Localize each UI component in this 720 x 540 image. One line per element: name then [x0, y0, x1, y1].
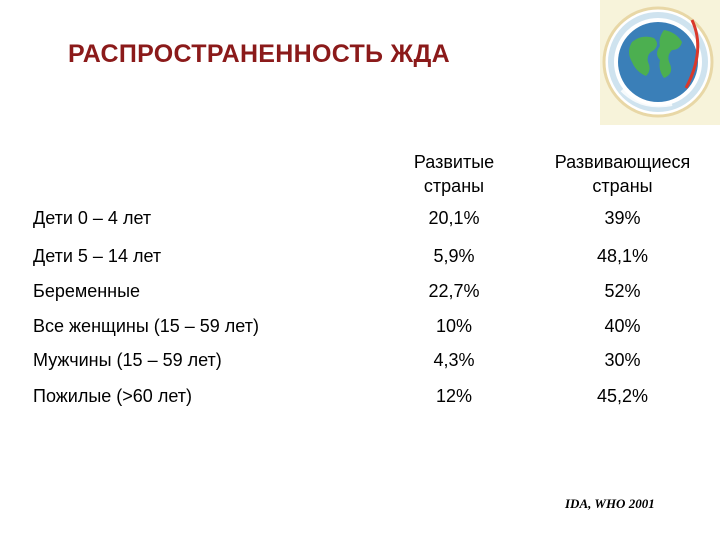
cell-developed: 4,3% — [433, 350, 475, 370]
header-developed: Развитые страны — [390, 150, 518, 198]
cell-developed: 22,7% — [428, 281, 480, 301]
row-label: Дети 5 – 14 лет — [33, 246, 162, 266]
header-developed-line2: страны — [423, 176, 485, 196]
header-developing-line2: страны — [592, 176, 653, 196]
row-label: Мужчины (15 – 59 лет) — [33, 350, 222, 370]
globe-logo-icon — [600, 0, 720, 125]
header-developing-line1: Развивающиеся — [554, 152, 691, 172]
header-developing: Развивающиеся страны — [535, 150, 710, 198]
row-label: Все женщины (15 – 59 лет) — [33, 316, 259, 336]
cell-developed: 20,1% — [428, 208, 480, 228]
cell-developing: 52% — [604, 281, 641, 301]
row-label: Беременные — [33, 281, 141, 301]
cell-developing: 45,2% — [596, 386, 649, 406]
row-label: Пожилые (>60 лет) — [33, 386, 192, 406]
cell-developed: 10% — [435, 316, 473, 336]
row-label: Дети 0 – 4 лет — [33, 208, 152, 228]
cell-developing: 39% — [604, 208, 641, 228]
cell-developing: 40% — [604, 316, 641, 336]
cell-developed: 5,9% — [433, 246, 475, 266]
page-title: РАСПРОСТРАНЕННОСТЬ ЖДА — [68, 40, 450, 68]
cell-developing: 30% — [604, 350, 641, 370]
header-developed-line1: Развитые — [413, 152, 495, 172]
cell-developing: 48,1% — [596, 246, 649, 266]
source-citation: IDA, WHO 2001 — [565, 496, 655, 511]
cell-developed: 12% — [435, 386, 473, 406]
